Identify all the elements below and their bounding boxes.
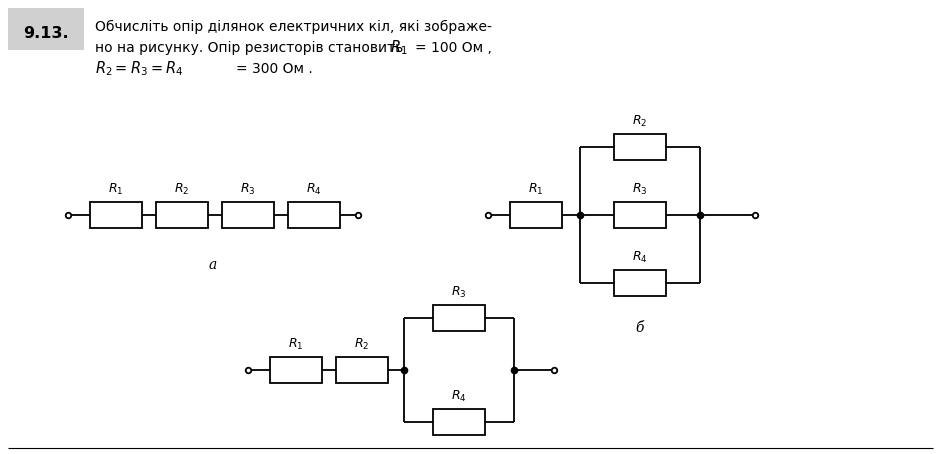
Text: $R_1$: $R_1$	[288, 337, 304, 352]
Bar	[156, 202, 208, 228]
Text: $R_2$: $R_2$	[174, 182, 190, 197]
Bar	[270, 357, 322, 383]
Bar	[614, 270, 666, 296]
Bar	[433, 409, 485, 435]
Text: = 300 Ом .: = 300 Ом .	[236, 62, 312, 76]
Text: $R_4$: $R_4$	[451, 389, 467, 404]
Text: a: a	[209, 258, 217, 272]
Text: = 100 Ом ,: = 100 Ом ,	[415, 41, 492, 55]
Text: но на рисунку. Опір резисторів становить: но на рисунку. Опір резисторів становить	[95, 41, 404, 55]
Text: $R_2$: $R_2$	[632, 114, 647, 129]
Text: $R_1$: $R_1$	[108, 182, 123, 197]
Bar	[90, 202, 142, 228]
Text: $R_3$: $R_3$	[240, 182, 256, 197]
Bar	[433, 305, 485, 331]
Bar	[222, 202, 274, 228]
Text: $R_4$: $R_4$	[632, 250, 647, 265]
Text: $R_4$: $R_4$	[306, 182, 322, 197]
Bar	[614, 134, 666, 160]
Text: $R_1$: $R_1$	[390, 39, 407, 57]
Text: Обчисліть опір ділянок електричних кіл, які зображе-: Обчисліть опір ділянок електричних кіл, …	[95, 20, 492, 34]
Bar	[336, 357, 388, 383]
Text: $R_1$: $R_1$	[528, 182, 544, 197]
Text: в: в	[455, 453, 463, 454]
Text: б: б	[636, 321, 645, 335]
Bar	[8, 8, 84, 50]
Text: $R_3$: $R_3$	[632, 182, 647, 197]
Bar	[614, 202, 666, 228]
Bar	[288, 202, 340, 228]
Bar	[510, 202, 562, 228]
Text: 9.13.: 9.13.	[24, 25, 69, 40]
Text: $R_2 = R_3 = R_4$: $R_2 = R_3 = R_4$	[95, 59, 183, 79]
Text: $R_3$: $R_3$	[452, 285, 467, 300]
Text: $R_2$: $R_2$	[355, 337, 370, 352]
